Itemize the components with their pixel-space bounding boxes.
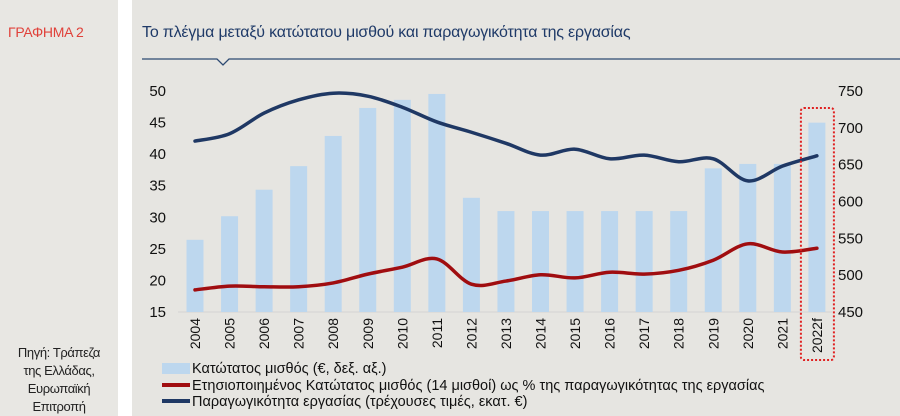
bar-2006 — [255, 189, 273, 312]
legend-swatch-bars — [162, 363, 190, 374]
source-line: της Ελλάδας, — [23, 363, 95, 378]
right-axis-tick: 550 — [838, 230, 863, 247]
right-axis-tick: 750 — [838, 83, 863, 100]
x-tick-label: 2008 — [325, 318, 341, 349]
blue-line-series — [193, 91, 819, 183]
left-axis-tick: 50 — [149, 83, 166, 100]
x-tick-label: 2014 — [533, 318, 549, 349]
left-axis-tick: 45 — [149, 115, 166, 132]
right-axis-tick: 650 — [838, 157, 863, 174]
left-axis-tick: 35 — [149, 178, 166, 195]
source-line: Επιτροπή — [32, 399, 86, 414]
x-tick-label: 2013 — [498, 318, 514, 349]
bar-2010 — [393, 99, 411, 312]
forecast-highlight-box — [799, 107, 835, 361]
bar-2016 — [601, 211, 619, 312]
x-tick-label: 2012 — [463, 318, 479, 349]
x-tick-label: 2018 — [671, 318, 687, 349]
source-line: Ευρωπαϊκή — [27, 381, 91, 396]
bar-2011 — [428, 93, 446, 313]
bar-2021 — [773, 163, 791, 312]
x-tick-label: 2007 — [291, 318, 307, 349]
bar-2008 — [324, 135, 342, 312]
x-tick-label: 2016 — [602, 318, 618, 349]
bar-2015 — [566, 211, 584, 312]
legend-label: Ετησιοποιημένος Κατώτατος μισθός (14 μισ… — [192, 378, 764, 394]
bar-2019 — [704, 168, 722, 312]
x-tick-label: 2011 — [429, 318, 445, 348]
bar-2017 — [635, 211, 653, 312]
title-underline — [142, 58, 900, 66]
bar-2007 — [290, 166, 308, 312]
bar-2009 — [359, 107, 377, 313]
legend-label: Παραγωγικότητα εργασίας (τρέχουσες τιμές… — [192, 394, 527, 410]
left-axis-tick: 30 — [149, 209, 166, 226]
x-tick-label: 2004 — [187, 318, 203, 349]
x-tick-label: 2022f — [809, 318, 825, 353]
right-axis-tick: 600 — [838, 194, 863, 211]
right-axis-tick: 500 — [838, 267, 863, 284]
x-tick-label: 2019 — [705, 318, 721, 349]
left-axis-tick: 25 — [149, 241, 166, 258]
x-tick-label: 2015 — [567, 318, 583, 349]
x-tick-label: 2021 — [774, 318, 790, 349]
legend-label: Κατώτατος μισθός (€, δεξ. αξ.) — [192, 361, 386, 377]
right-axis-tick: 450 — [838, 304, 863, 321]
left-axis-tick: 20 — [149, 272, 166, 289]
x-tick-label: 2005 — [222, 318, 238, 349]
bar-2005 — [221, 216, 239, 312]
bar-2004 — [186, 239, 204, 312]
left-axis-tick: 15 — [149, 304, 166, 321]
bar-2022f — [808, 122, 826, 312]
x-tick-label: 2010 — [394, 318, 410, 349]
chart-title: Το πλέγμα μεταξύ κατώτατου μισθού και πα… — [142, 24, 631, 41]
side-panel — [0, 0, 118, 416]
right-axis-tick: 700 — [838, 120, 863, 137]
x-tick-label: 2017 — [636, 318, 652, 349]
x-tick-label: 2020 — [740, 318, 756, 349]
bar-2014 — [532, 211, 549, 312]
bar-2020 — [739, 163, 757, 312]
bar-2018 — [670, 211, 688, 312]
bar-2013 — [497, 211, 515, 312]
source-note: Πηγή: Τράπεζα της Ελλάδας, Ευρωπαϊκή Επι… — [0, 344, 118, 416]
x-tick-label: 2006 — [256, 318, 272, 349]
bar-2012 — [462, 197, 480, 312]
left-axis-tick: 40 — [149, 146, 166, 163]
x-tick-label: 2009 — [360, 318, 376, 349]
figure-label: ΓΡΑΦΗΜΑ 2 — [8, 24, 84, 40]
source-line: Πηγή: Τράπεζα — [17, 345, 101, 360]
